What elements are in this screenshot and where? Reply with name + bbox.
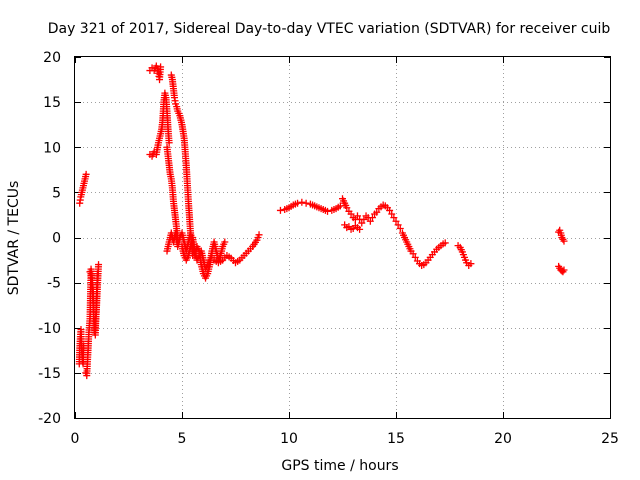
y-tick-label: 5: [52, 185, 61, 201]
data-point: [82, 170, 90, 178]
data-point: [93, 270, 101, 278]
data-point: [409, 250, 417, 258]
data-point: [560, 237, 568, 245]
y-tick-label: -10: [38, 321, 61, 337]
series-seg-k: [210, 231, 263, 267]
data-point: [386, 206, 394, 214]
data-point: [394, 221, 402, 229]
data-point: [396, 224, 404, 232]
plot-frame: [74, 56, 611, 419]
data-point: [360, 215, 368, 223]
x-tick-label: 25: [601, 431, 619, 447]
series-seg-m: [339, 195, 404, 232]
data-point: [411, 253, 419, 261]
data-point: [373, 208, 381, 216]
data-point: [388, 210, 396, 218]
data-point: [276, 206, 284, 214]
data-point: [368, 214, 376, 222]
series-seg-a: [76, 170, 90, 207]
series-seg-l: [276, 198, 344, 215]
data-point: [467, 260, 475, 268]
y-tick-label: -5: [47, 276, 61, 292]
y-tick-label: 20: [43, 50, 61, 66]
chart-title: Day 321 of 2017, Sidereal Day-to-day VTE…: [48, 21, 611, 37]
data-point: [221, 238, 229, 246]
y-tick-labels: -20 -15 -10 -5 0 5 10 15 20: [38, 50, 61, 427]
data-point: [343, 204, 351, 212]
data-point: [208, 252, 216, 260]
data-point: [353, 212, 361, 220]
series-seg-d: [86, 268, 101, 339]
data-point: [560, 266, 568, 274]
data-point: [390, 214, 398, 222]
data-point: [324, 207, 332, 215]
y-tick-label: 0: [52, 231, 61, 247]
series-seg-h: [163, 143, 182, 241]
series-seg-b: [75, 326, 88, 368]
y-tick-label: -20: [38, 411, 61, 427]
data-point: [366, 217, 374, 225]
y-tick-label: 15: [43, 95, 61, 111]
data-point: [347, 210, 355, 218]
data-points: [75, 62, 568, 380]
data-point: [392, 217, 400, 225]
x-axis-label: GPS time / hours: [281, 458, 398, 474]
series-seg-f: [146, 62, 165, 84]
x-tick-label: 15: [387, 431, 405, 447]
series-seg-j: [178, 234, 216, 273]
data-point: [298, 198, 306, 206]
series-seg-n: [341, 221, 364, 233]
data-point: [356, 225, 364, 233]
axis-ticks: [75, 57, 611, 419]
series-seg-e: [146, 89, 173, 160]
x-tick-label: 20: [494, 431, 512, 447]
series-seg-p: [454, 242, 475, 269]
x-tick-label: 0: [71, 431, 80, 447]
data-point: [294, 199, 302, 207]
data-point: [358, 219, 366, 227]
y-axis-label: SDTVAR / TECUs: [6, 181, 22, 296]
series-seg-q: [555, 226, 568, 245]
data-point: [302, 199, 310, 207]
x-tick-labels: 0 5 10 15 20 25: [71, 431, 619, 447]
series-seg-o: [398, 229, 449, 269]
x-tick-label: 5: [178, 431, 187, 447]
data-point: [165, 139, 173, 147]
grid-lines: [75, 57, 610, 418]
y-tick-label: 10: [43, 140, 61, 156]
data-point: [95, 261, 103, 269]
series-seg-r: [555, 262, 568, 276]
data-point: [441, 239, 449, 247]
y-tick-label: -15: [38, 366, 61, 382]
data-point: [86, 268, 94, 276]
data-point: [157, 63, 165, 71]
x-tick-label: 10: [280, 431, 298, 447]
data-point: [255, 231, 263, 239]
